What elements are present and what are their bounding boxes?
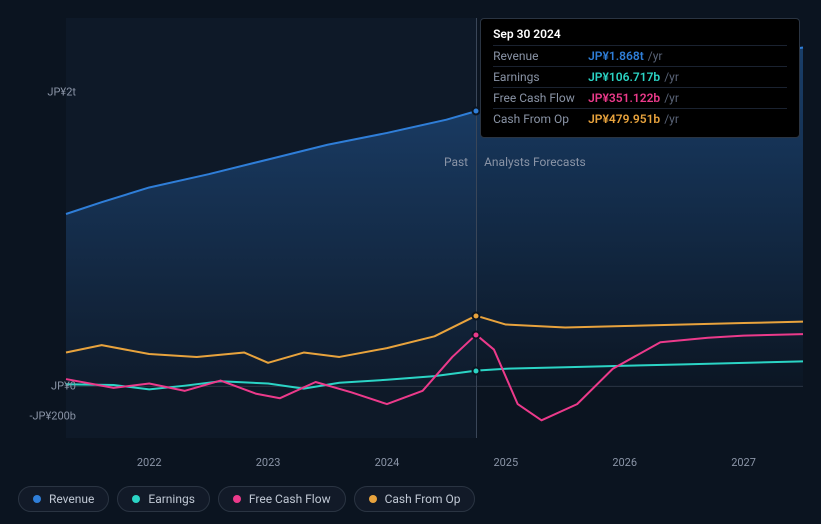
marker-free-cash-flow <box>472 330 481 339</box>
tooltip-row-label: Earnings <box>493 70 588 84</box>
tooltip-row-unit: /yr <box>648 49 663 63</box>
y-tick-label: JP¥0 <box>18 380 76 393</box>
legend-dot <box>132 495 140 503</box>
marker-earnings <box>472 366 481 375</box>
y-tick-label: JP¥2t <box>18 85 76 98</box>
tooltip-row: EarningsJP¥106.717b/yr <box>493 66 787 87</box>
x-tick-label: 2027 <box>731 456 756 469</box>
legend-label: Cash From Op <box>385 492 461 506</box>
tooltip-row-value: JP¥479.951b <box>588 112 660 126</box>
legend-label: Revenue <box>49 492 94 506</box>
x-tick-label: 2026 <box>612 456 637 469</box>
tooltip-row-label: Free Cash Flow <box>493 91 588 105</box>
tooltip-row-unit: /yr <box>664 91 679 105</box>
legend-item-free-cash-flow[interactable]: Free Cash Flow <box>218 486 346 512</box>
tooltip-row-unit: /yr <box>664 70 679 84</box>
tooltip-row-label: Revenue <box>493 49 588 63</box>
tooltip-row: Cash From OpJP¥479.951b/yr <box>493 108 787 129</box>
tooltip-row-value: JP¥1.868t <box>588 49 644 63</box>
tooltip-row: RevenueJP¥1.868t/yr <box>493 45 787 66</box>
tooltip: Sep 30 2024RevenueJP¥1.868t/yrEarningsJP… <box>480 18 800 138</box>
legend-item-cash-from-op[interactable]: Cash From Op <box>354 486 476 512</box>
tooltip-row-label: Cash From Op <box>493 112 588 126</box>
tooltip-date: Sep 30 2024 <box>493 27 787 45</box>
past-label: Past <box>444 155 468 169</box>
legend-dot <box>369 495 377 503</box>
x-tick-label: 2022 <box>137 456 162 469</box>
tooltip-row-value: JP¥106.717b <box>588 70 660 84</box>
legend-label: Free Cash Flow <box>249 492 331 506</box>
legend-dot <box>33 495 41 503</box>
marker-cash-from-op <box>472 311 481 320</box>
legend-item-revenue[interactable]: Revenue <box>18 486 109 512</box>
legend-label: Earnings <box>148 492 195 506</box>
x-tick-label: 2025 <box>493 456 518 469</box>
forecast-label: Analysts Forecasts <box>484 155 586 169</box>
tooltip-row-value: JP¥351.122b <box>588 91 660 105</box>
legend: Revenue Earnings Free Cash Flow Cash From O… <box>18 486 475 512</box>
legend-item-earnings[interactable]: Earnings <box>117 486 210 512</box>
x-tick-label: 2023 <box>256 456 281 469</box>
tooltip-row-unit: /yr <box>664 112 679 126</box>
legend-dot <box>233 495 241 503</box>
y-tick-label: -JP¥200b <box>18 409 76 422</box>
tooltip-row: Free Cash FlowJP¥351.122b/yr <box>493 87 787 108</box>
earnings-revenue-chart: Past Analysts Forecasts JP¥0 -JP¥200b JP¥2t… <box>18 18 803 506</box>
x-tick-label: 2024 <box>375 456 400 469</box>
